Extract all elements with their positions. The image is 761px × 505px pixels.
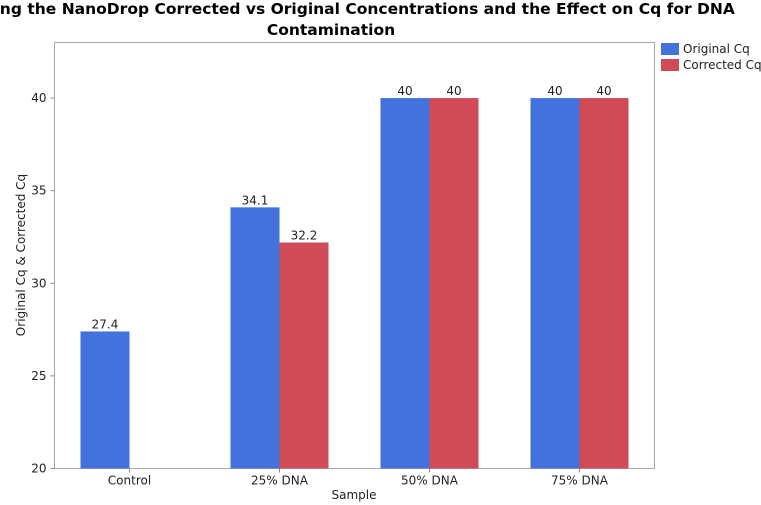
data-label-original-3: 40 — [547, 84, 562, 98]
bar-original-0 — [80, 331, 130, 469]
x-tick-label-0: Control — [108, 474, 151, 488]
y-axis-label: Original Cq & Corrected Cq — [14, 174, 28, 336]
y-tick-label-2: 30 — [31, 276, 46, 290]
data-labels-group: 27.4 34.1 32.2 40 40 40 40 — [92, 84, 612, 331]
data-label-original-1: 34.1 — [242, 193, 269, 207]
chart-title-line-1: Comparing the NanoDrop Corrected vs Orig… — [0, 0, 735, 18]
bars-group — [80, 98, 629, 469]
legend-swatch-original — [661, 43, 679, 55]
bar-original-3 — [530, 98, 580, 469]
x-tick-label-2: 50% DNA — [401, 474, 459, 488]
y-tick-label-4: 40 — [31, 91, 46, 105]
x-axis-label: Sample — [332, 488, 377, 502]
y-tick-label-1: 25 — [31, 369, 46, 383]
bar-corrected-3 — [579, 98, 629, 469]
x-tick-label-1: 25% DNA — [251, 474, 309, 488]
chart-title-line-2: Contamination — [267, 21, 395, 39]
bar-corrected-1 — [279, 242, 329, 469]
data-label-corrected-2: 40 — [446, 84, 461, 98]
data-label-original-0: 27.4 — [92, 317, 119, 331]
data-label-original-2: 40 — [397, 84, 412, 98]
legend-swatch-corrected — [661, 59, 679, 71]
legend: Original Cq Corrected Cq — [661, 42, 761, 72]
bar-original-2 — [380, 98, 430, 469]
data-label-corrected-1: 32.2 — [291, 229, 318, 243]
bar-corrected-2 — [429, 98, 479, 469]
legend-label-corrected: Corrected Cq — [683, 58, 761, 72]
x-tick-label-3: 75% DNA — [551, 474, 609, 488]
bar-original-1 — [230, 207, 280, 469]
y-tick-label-0: 20 — [31, 462, 46, 476]
legend-label-original: Original Cq — [683, 42, 750, 56]
x-axis: Control 25% DNA 50% DNA 75% DNA — [108, 468, 609, 488]
y-axis: 20 25 30 35 40 — [31, 91, 55, 476]
data-label-corrected-3: 40 — [596, 84, 611, 98]
y-tick-label-3: 35 — [31, 184, 46, 198]
